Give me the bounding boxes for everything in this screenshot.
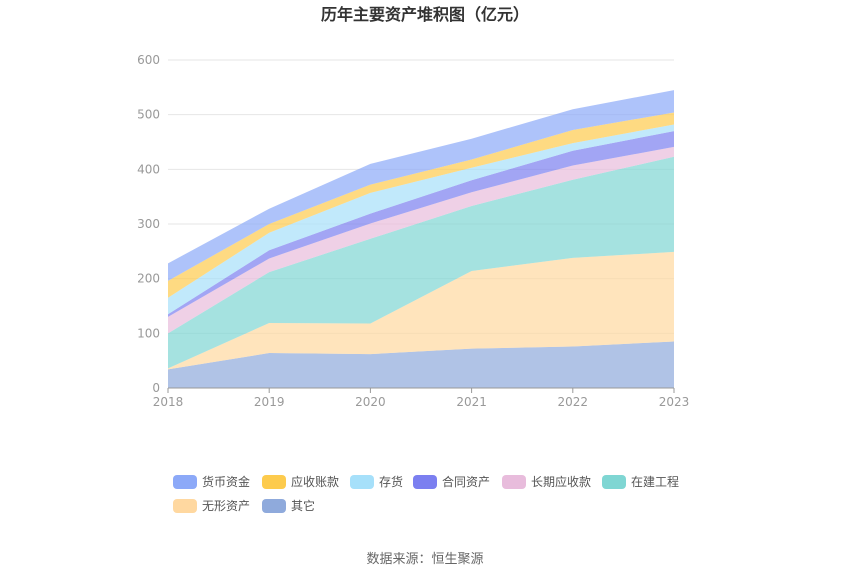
y-tick-label: 200 bbox=[137, 272, 160, 286]
area-货币资金 bbox=[168, 90, 674, 281]
x-tick-label: 2022 bbox=[558, 395, 589, 409]
legend-item[interactable]: 合同资产 bbox=[413, 474, 490, 489]
legend-item[interactable]: 其它 bbox=[262, 498, 315, 513]
area-合同资产 bbox=[168, 131, 674, 317]
legend-item[interactable]: 货币资金 bbox=[173, 474, 250, 489]
x-tick-label: 2023 bbox=[659, 395, 690, 409]
y-tick-label: 500 bbox=[137, 108, 160, 122]
legend-swatch bbox=[262, 499, 286, 513]
x-tick-label: 2019 bbox=[254, 395, 285, 409]
area-应收账款 bbox=[168, 112, 674, 298]
y-tick-label: 300 bbox=[137, 217, 160, 231]
legend-label: 应收账款 bbox=[291, 474, 339, 489]
legend-swatch bbox=[413, 475, 437, 489]
legend-item[interactable]: 长期应收款 bbox=[502, 474, 591, 489]
legend-swatch bbox=[350, 475, 374, 489]
legend-label: 货币资金 bbox=[202, 474, 250, 489]
legend-swatch bbox=[602, 475, 626, 489]
area-series bbox=[168, 90, 674, 388]
legend-label: 无形资产 bbox=[202, 499, 250, 513]
source-note: 数据来源：恒生聚源 bbox=[366, 552, 483, 567]
legend-item[interactable]: 存货 bbox=[350, 474, 403, 489]
chart-title: 历年主要资产堆积图（亿元） bbox=[321, 5, 529, 24]
legend-item[interactable]: 在建工程 bbox=[602, 474, 679, 489]
legend-swatch bbox=[173, 475, 197, 489]
y-tick-label: 100 bbox=[137, 326, 160, 340]
legend-label: 存货 bbox=[379, 474, 403, 489]
legend-label: 其它 bbox=[291, 498, 315, 513]
y-tick-label: 0 bbox=[152, 381, 160, 395]
x-tick-label: 2020 bbox=[355, 395, 386, 409]
legend-swatch bbox=[262, 475, 286, 489]
axes: 0 100 200 300 400 500 600 2018 2019 2020 2021 2022 2… bbox=[137, 53, 689, 409]
area-在建工程 bbox=[168, 156, 674, 369]
y-tick-label: 600 bbox=[137, 53, 160, 67]
area-无形资产 bbox=[168, 251, 674, 370]
legend-item[interactable]: 应收账款 bbox=[262, 474, 339, 489]
legend-label: 合同资产 bbox=[442, 474, 490, 489]
legend-item[interactable]: 无形资产 bbox=[173, 499, 250, 513]
legend-label: 在建工程 bbox=[631, 474, 679, 489]
area-其它 bbox=[168, 341, 674, 388]
x-tick-label: 2021 bbox=[456, 395, 487, 409]
legend-swatch bbox=[502, 475, 526, 489]
area-长期应收款 bbox=[168, 146, 674, 334]
legend-swatch bbox=[173, 499, 197, 513]
legend-label: 长期应收款 bbox=[531, 474, 591, 489]
x-tick-label: 2018 bbox=[153, 395, 184, 409]
y-tick-label: 400 bbox=[137, 162, 160, 176]
